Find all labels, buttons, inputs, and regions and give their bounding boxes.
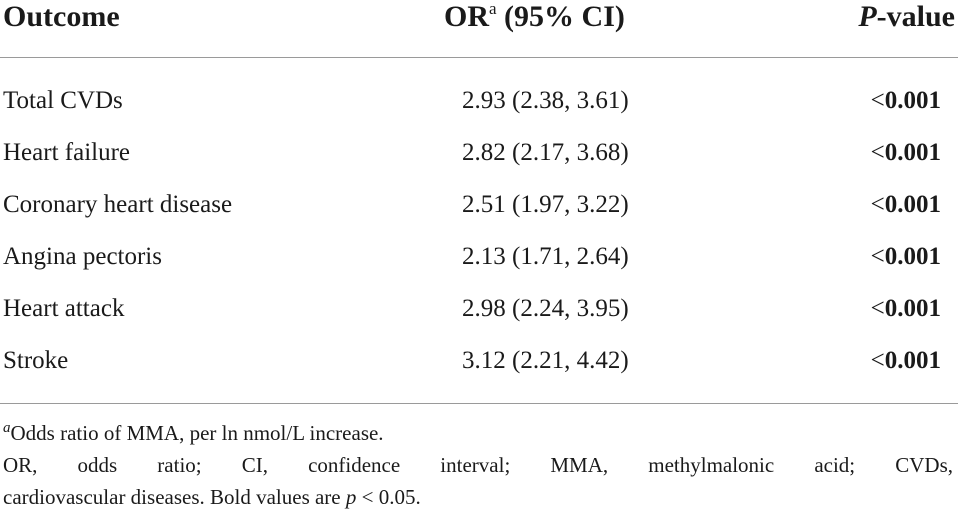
- row-p-number: 0.001: [884, 191, 941, 218]
- row-or-ci: 2.51 (1.97, 3.22): [462, 191, 629, 218]
- header-or-superscript: a: [489, 0, 497, 18]
- results-table: Outcome ORa (95% CI) P-value Total CVDs …: [0, 0, 958, 404]
- row-p-prefix: <: [870, 139, 885, 166]
- row-p-prefix: <: [870, 87, 885, 114]
- row-p-value: <0.001: [871, 190, 941, 220]
- row-p-number: 0.001: [884, 243, 941, 270]
- footnote-abbreviations-line1: OR, odds ratio; CI, confidence interval;…: [3, 453, 953, 477]
- row-outcome: Stroke: [3, 347, 69, 374]
- table-bottom-rule: [0, 403, 958, 404]
- header-or-rest: (95% CI): [496, 0, 625, 33]
- table-row: Angina pectoris 2.13 (1.71, 2.64) <0.001: [0, 242, 958, 294]
- header-p-rest: -value: [876, 0, 955, 33]
- table-row: Coronary heart disease 2.51 (1.97, 3.22)…: [0, 190, 958, 242]
- row-or-ci: 2.82 (2.17, 3.68): [462, 139, 629, 166]
- table-header: Outcome ORa (95% CI) P-value: [0, 0, 958, 38]
- footnote-marker: a: [3, 420, 11, 436]
- row-outcome: Angina pectoris: [3, 243, 162, 270]
- footnote-p-symbol: p: [345, 485, 357, 509]
- row-p-number: 0.001: [884, 87, 941, 114]
- header-rule: [0, 57, 958, 58]
- header-or-main: OR: [444, 0, 489, 33]
- row-p-number: 0.001: [884, 347, 941, 374]
- row-or-ci: 2.93 (2.38, 3.61): [462, 87, 629, 114]
- row-p-value: <0.001: [871, 294, 941, 324]
- row-p-value: <0.001: [871, 346, 941, 376]
- row-or-ci: 2.13 (1.71, 2.64): [462, 243, 629, 270]
- header-outcome: Outcome: [3, 0, 120, 33]
- footnote-bold-note: cardiovascular diseases. Bold values are: [3, 485, 346, 509]
- row-p-prefix: <: [870, 347, 885, 374]
- row-or-ci: 3.12 (2.21, 4.42): [462, 347, 629, 374]
- table-footnotes: aOdds ratio of MMA, per ln nmol/L increa…: [3, 417, 953, 513]
- row-outcome: Heart attack: [3, 295, 125, 322]
- row-p-prefix: <: [870, 243, 885, 270]
- header-p-value: P-value: [858, 0, 955, 34]
- row-outcome: Heart failure: [3, 139, 131, 166]
- footnote-odds-ratio: aOdds ratio of MMA, per ln nmol/L increa…: [3, 417, 953, 449]
- row-p-prefix: <: [870, 191, 885, 218]
- row-p-prefix: <: [870, 295, 885, 322]
- footnote-threshold: < 0.05.: [356, 485, 421, 509]
- table-row: Heart failure 2.82 (2.17, 3.68) <0.001: [0, 138, 958, 190]
- row-outcome: Coronary heart disease: [3, 191, 233, 218]
- table-row: Heart attack 2.98 (2.24, 3.95) <0.001: [0, 294, 958, 346]
- footnote-abbreviations: OR, odds ratio; CI, confidence interval;…: [3, 449, 953, 513]
- table-row: Total CVDs 2.93 (2.38, 3.61) <0.001: [0, 86, 958, 138]
- row-outcome: Total CVDs: [3, 87, 123, 114]
- row-p-value: <0.001: [871, 86, 941, 116]
- header-p-italic: P: [858, 0, 877, 33]
- row-p-number: 0.001: [884, 139, 941, 166]
- header-or-ci: ORa (95% CI): [444, 0, 625, 34]
- row-or-ci: 2.98 (2.24, 3.95): [462, 295, 629, 322]
- table-row: Stroke 3.12 (2.21, 4.42) <0.001: [0, 346, 958, 398]
- row-p-value: <0.001: [871, 138, 941, 168]
- row-p-value: <0.001: [871, 242, 941, 272]
- row-p-number: 0.001: [884, 295, 941, 322]
- footnote-abbreviations-line2: cardiovascular diseases. Bold values are…: [3, 485, 421, 509]
- footnote-odds-ratio-text: Odds ratio of MMA, per ln nmol/L increas…: [10, 421, 384, 445]
